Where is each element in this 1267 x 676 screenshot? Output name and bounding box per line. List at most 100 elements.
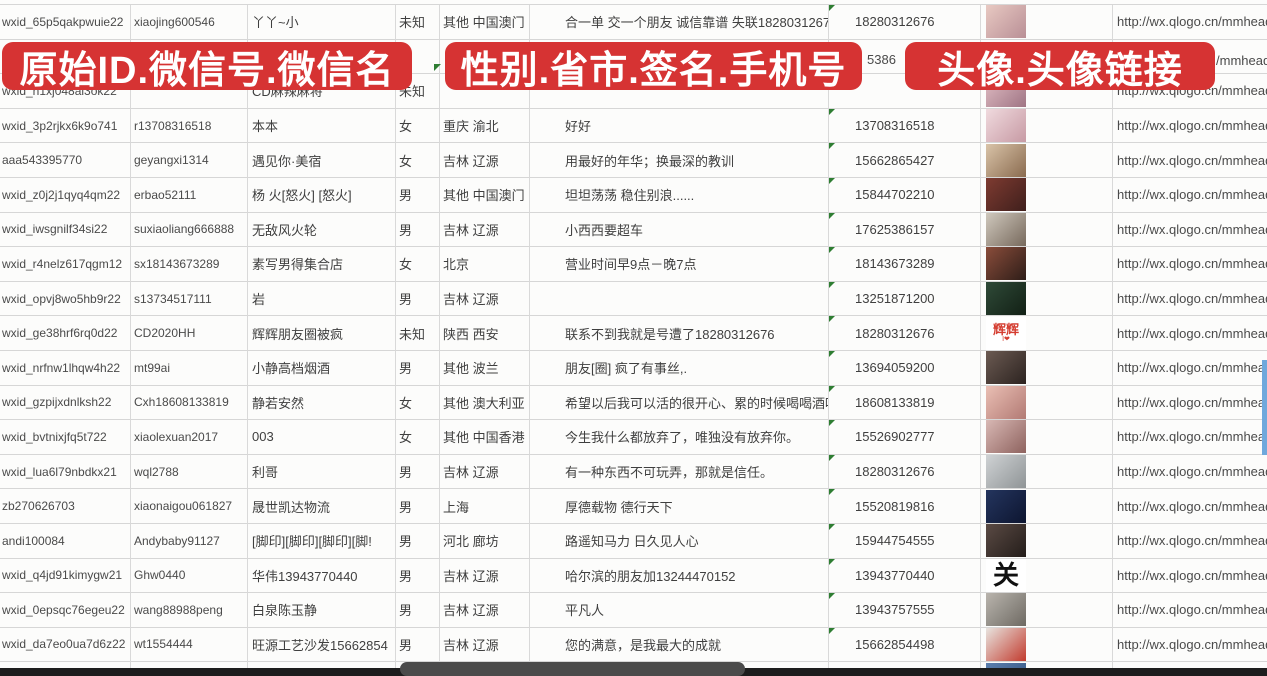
cell-name[interactable]: 华伟13943770440 bbox=[248, 558, 396, 594]
cell-province[interactable]: 北京 bbox=[440, 247, 530, 282]
cell-name[interactable]: 本本 bbox=[248, 108, 396, 144]
cell-name[interactable]: 丫丫~小 bbox=[248, 5, 396, 40]
cell-phone[interactable]: 18143673289 bbox=[829, 247, 981, 282]
cell-id[interactable] bbox=[131, 74, 248, 109]
cell-phone[interactable]: 15662865427 bbox=[829, 143, 981, 178]
cell-wxid[interactable]: wxid_bvtnixjfq5t722 bbox=[0, 420, 131, 455]
cell-province[interactable]: 其他 中国澳门 bbox=[440, 5, 530, 40]
cell-gender[interactable]: 男 bbox=[396, 627, 440, 663]
cell-phone[interactable]: 15662854498 bbox=[829, 627, 981, 663]
video-progress-thumb[interactable] bbox=[400, 662, 745, 676]
vertical-scrollbar[interactable] bbox=[1262, 360, 1267, 455]
cell-name[interactable]: 素写男得集合店 bbox=[248, 247, 396, 282]
cell-wxid[interactable]: wxid_opvj8wo5hb9r22 bbox=[0, 281, 131, 317]
cell-avatar[interactable] bbox=[981, 5, 1113, 40]
cell-province[interactable]: 吉林 辽源 bbox=[440, 593, 530, 628]
cell-id[interactable]: erbao52111 bbox=[131, 177, 248, 213]
cell-province[interactable]: 河北 廊坊 bbox=[440, 523, 530, 559]
cell-signature[interactable]: 合一单 交一个朋友 诚信靠谱 失联18280312676 bbox=[530, 5, 829, 40]
cell-avatar[interactable] bbox=[981, 143, 1113, 178]
cell-gender[interactable]: 男 bbox=[396, 212, 440, 248]
cell-link[interactable]: http://wx.qlogo.cn/mmhead bbox=[1113, 455, 1267, 490]
cell-phone[interactable]: 13251871200 bbox=[829, 281, 981, 317]
cell-avatar[interactable] bbox=[981, 385, 1113, 421]
cell-province[interactable]: 吉林 辽源 bbox=[440, 143, 530, 178]
cell-link[interactable]: http://wx.qlogo.cn/mmhead bbox=[1113, 593, 1267, 628]
cell-gender[interactable]: 女 bbox=[396, 420, 440, 455]
cell-id[interactable]: Cxh18608133819 bbox=[131, 385, 248, 421]
cell-wxid[interactable]: aaa543395770 bbox=[0, 143, 131, 178]
cell-name[interactable]: 岩 bbox=[248, 281, 396, 317]
cell-province[interactable]: 吉林 辽源 bbox=[440, 627, 530, 663]
cell-province[interactable]: 其他 波兰 bbox=[440, 350, 530, 386]
cell-gender[interactable]: 男 bbox=[396, 454, 440, 490]
cell-name[interactable]: 辉辉朋友圈被疯 bbox=[248, 316, 396, 351]
cell-wxid[interactable]: wxid_gzpijxdnlksh22 bbox=[0, 385, 131, 421]
cell-province[interactable]: 吉林 辽源 bbox=[440, 281, 530, 317]
cell-province[interactable]: 吉林 辽源 bbox=[440, 212, 530, 248]
cell-signature[interactable]: 今生我什么都放弃了，唯独没有放弃你。 bbox=[530, 420, 829, 455]
cell-avatar[interactable] bbox=[981, 593, 1113, 628]
cell-signature[interactable]: 小西西要超车 bbox=[530, 212, 829, 248]
cell-name[interactable]: 杨 火[怒火] [怒火] bbox=[248, 177, 396, 213]
cell-phone[interactable]: 18280312676 bbox=[829, 5, 981, 40]
cell-signature[interactable]: 好好 bbox=[530, 108, 829, 144]
cell-signature[interactable]: 联系不到我就是号遭了18280312676 bbox=[530, 316, 829, 351]
cell-phone[interactable]: 13943770440 bbox=[829, 558, 981, 594]
cell-link[interactable]: http://wx.qlogo.cn/mmhead bbox=[1113, 524, 1267, 559]
cell-wxid[interactable]: wxid_z0j2j1qyq4qm22 bbox=[0, 177, 131, 213]
cell-province[interactable]: 其他 澳大利亚 bbox=[440, 385, 530, 421]
cell-name[interactable]: [脚印][脚印][脚印][脚! bbox=[248, 523, 396, 559]
cell-signature[interactable]: 营业时间早9点－晚7点 bbox=[530, 247, 829, 282]
cell-signature[interactable]: 路遥知马力 日久见人心 bbox=[530, 523, 829, 559]
cell-phone[interactable]: 17625386157 bbox=[829, 212, 981, 248]
cell-wxid[interactable]: wxid_da7eo0ua7d6z22 bbox=[0, 627, 131, 663]
cell-avatar[interactable] bbox=[981, 627, 1113, 663]
cell-phone[interactable]: 18608133819 bbox=[829, 385, 981, 421]
cell-signature[interactable] bbox=[530, 74, 829, 109]
cell-signature[interactable]: 厚德载物 德行天下 bbox=[530, 489, 829, 524]
cell-wxid[interactable]: wxid_iwsgnilf34si22 bbox=[0, 212, 131, 248]
cell-gender[interactable]: 女 bbox=[396, 108, 440, 144]
cell-province[interactable]: 其他 中国澳门 bbox=[440, 177, 530, 213]
cell-avatar[interactable] bbox=[981, 212, 1113, 248]
cell-gender[interactable]: 男 bbox=[396, 281, 440, 317]
cell-signature[interactable]: 有一种东西不可玩弄，那就是信任。 bbox=[530, 454, 829, 490]
cell-avatar[interactable]: 辉辉 I❤ bbox=[981, 316, 1113, 351]
cell-province[interactable]: 陕西 西安 bbox=[440, 316, 530, 351]
cell-link[interactable]: http://wx.qlogo.cn/mmhead bbox=[1113, 213, 1267, 248]
cell-gender[interactable]: 男 bbox=[396, 489, 440, 524]
cell-wxid[interactable]: wxid_65p5qakpwuie22 bbox=[0, 5, 131, 40]
cell-avatar[interactable] bbox=[981, 523, 1113, 559]
cell-name[interactable]: 晟世凯达物流 bbox=[248, 489, 396, 524]
cell-wxid[interactable]: wxid_q4jd91kimygw21 bbox=[0, 558, 131, 594]
cell-phone[interactable]: 15844702210 bbox=[829, 177, 981, 213]
cell-phone[interactable]: 13943757555 bbox=[829, 593, 981, 628]
cell-province[interactable]: 上海 bbox=[440, 489, 530, 524]
cell-link[interactable]: http://wx.qlogo.cn/mmhead bbox=[1113, 5, 1267, 40]
cell-id[interactable]: Andybaby91127 bbox=[131, 523, 248, 559]
cell-phone[interactable]: 13708316518 bbox=[829, 108, 981, 144]
cell-province[interactable]: 吉林 辽源 bbox=[440, 558, 530, 594]
cell-avatar[interactable] bbox=[981, 420, 1113, 455]
cell-id[interactable]: xiaojing600546 bbox=[131, 5, 248, 40]
cell-signature[interactable]: 用最好的年华；换最深的教训 bbox=[530, 143, 829, 178]
cell-link[interactable]: http://wx.qlogo.cn/mmhead bbox=[1113, 559, 1267, 594]
cell-id[interactable]: suxiaoliang666888 bbox=[131, 212, 248, 248]
cell-phone[interactable]: 13694059200 bbox=[829, 350, 981, 386]
cell-link[interactable]: http://wx.qlogo.cn/mmhead bbox=[1113, 420, 1267, 455]
cell-wxid[interactable]: wxid_lua6l79nbdkx21 bbox=[0, 454, 131, 490]
cell-gender[interactable]: 男 bbox=[396, 558, 440, 594]
cell-avatar[interactable] bbox=[981, 454, 1113, 490]
cell-link[interactable]: http://wx.qlogo.cn/mmhead bbox=[1113, 143, 1267, 178]
cell-wxid[interactable]: wxid_nrfnw1lhqw4h22 bbox=[0, 350, 131, 386]
cell-link[interactable]: http://wx.qlogo.cn/mmhead bbox=[1113, 282, 1267, 317]
cell-signature[interactable]: 您的满意，是我最大的成就 bbox=[530, 627, 829, 663]
cell-link[interactable]: http://wx.qlogo.cn/mmhead bbox=[1113, 351, 1267, 386]
cell-gender[interactable]: 男 bbox=[396, 177, 440, 213]
cell-id[interactable]: xiaolexuan2017 bbox=[131, 420, 248, 455]
cell-id[interactable]: xiaonaigou061827 bbox=[131, 489, 248, 524]
cell-gender[interactable]: 女 bbox=[396, 143, 440, 178]
cell-avatar[interactable] bbox=[981, 177, 1113, 213]
cell-signature[interactable]: 朋友[圈] 疯了有事丝,. bbox=[530, 350, 829, 386]
